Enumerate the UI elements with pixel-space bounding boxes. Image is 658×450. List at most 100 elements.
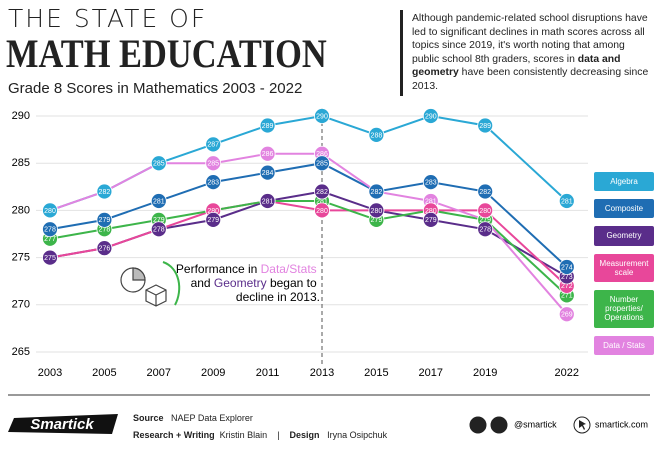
point (259, 117, 276, 134)
x-tick-label: 2011 (256, 367, 280, 379)
point-label: 283 (425, 179, 437, 186)
point (205, 174, 222, 190)
point-label: 281 (425, 198, 437, 205)
annotation-text: and (191, 276, 214, 290)
point-label: 287 (207, 142, 219, 149)
annotation: Performance in Data/Stats and Geometry b… (176, 262, 320, 304)
intro-text: Although pandemic-related school disrupt… (412, 13, 648, 65)
point (42, 249, 58, 266)
x-tick-label: 2017 (419, 367, 443, 379)
point-label: 280 (371, 208, 383, 215)
point-label: 274 (561, 264, 573, 271)
point-label: 286 (316, 151, 328, 158)
point (558, 193, 575, 209)
point-label: 279 (479, 217, 491, 224)
legend-item: Measurement scale (594, 253, 654, 282)
series-line (49, 199, 568, 297)
point (477, 117, 494, 134)
point-label: 277 (44, 236, 56, 243)
plot: 265 270 275 280 285 290 2003 2005 2007 2009 2011 20… (12, 108, 588, 379)
point (477, 183, 494, 200)
series-line (49, 152, 568, 315)
point (422, 211, 439, 228)
point-label: 285 (153, 161, 165, 168)
source: Source NAEP Data Explorer (133, 413, 253, 423)
point-label: 273 (561, 274, 573, 281)
point (422, 174, 439, 190)
point-label: 279 (153, 217, 165, 224)
series-line (49, 162, 568, 268)
point-label: 282 (316, 189, 328, 196)
point (96, 183, 113, 200)
point (42, 202, 58, 219)
point-label: 280 (207, 208, 219, 215)
intro: Although pandemic-related school disrupt… (412, 12, 654, 93)
point-label: 282 (479, 189, 491, 196)
point-label: 280 (479, 208, 491, 215)
point (477, 221, 494, 238)
point (150, 155, 167, 172)
x-tick-label: 2022 (555, 367, 579, 379)
y-tick-label: 270 (12, 299, 30, 311)
point-label: 278 (99, 227, 111, 234)
point (314, 108, 330, 124)
subtitle: Grade 8 Scores in Mathematics 2003 - 202… (8, 80, 303, 97)
point-label: 289 (479, 123, 491, 130)
legend-item: Geometry (594, 226, 654, 246)
annotation-text: began to (267, 276, 317, 290)
credits: Research + Writing Kristin Blain | Desig… (133, 430, 387, 440)
point-label: 276 (99, 245, 111, 252)
legend-item: Algebra (594, 172, 654, 192)
point-label: 290 (425, 113, 437, 120)
point (150, 221, 167, 238)
y-tick-label: 290 (12, 110, 30, 122)
point-label: 272 (561, 283, 573, 290)
point-label: 279 (99, 217, 111, 224)
x-tick-label: 2015 (364, 367, 388, 379)
point-label: 269 (561, 312, 573, 319)
point-label: 275 (44, 255, 56, 262)
legend: Algebra Composite Geometry Measurement scal… (594, 172, 654, 355)
design-label: Design (289, 430, 320, 440)
legend-item: Number properties/ Operations (594, 289, 654, 328)
intro-rule (400, 10, 403, 96)
x-tick-label: 2007 (147, 367, 171, 379)
point-label: 288 (371, 132, 383, 139)
source-text: NAEP Data Explorer (171, 413, 253, 423)
point-label: 281 (561, 198, 573, 205)
y-tick-label: 275 (12, 251, 30, 263)
research-label: Research + Writing (133, 430, 215, 440)
logo-text: Smartick (30, 416, 94, 433)
point-label: 285 (316, 161, 328, 168)
point-label: 282 (99, 189, 111, 196)
annotation-icon (120, 261, 181, 307)
intro-bold: data and geometry (412, 53, 621, 79)
handle: @smartick (514, 419, 557, 429)
annotation-text: Performance in (176, 262, 261, 276)
point (558, 259, 575, 275)
website: smartick.com (595, 419, 648, 429)
title: MATH EDUCATION (6, 31, 327, 76)
point (368, 127, 385, 143)
annotation-text: decline in 2013. (236, 290, 320, 304)
point (368, 202, 385, 219)
x-tick-label: 2019 (473, 367, 497, 379)
point-label: 279 (207, 217, 219, 224)
point (205, 155, 222, 172)
point-label: 278 (153, 227, 165, 234)
point-label: 280 (44, 208, 56, 215)
point-label: 285 (207, 161, 219, 168)
point-label: 281 (153, 198, 165, 205)
point-label: 280 (316, 208, 328, 215)
point (42, 221, 58, 238)
point (96, 211, 113, 228)
intro-text: have been consistently decreasing since … (412, 67, 649, 92)
point-label: 286 (262, 151, 274, 158)
y-tick-label: 265 (12, 346, 30, 358)
annotation-text: Geometry (214, 276, 267, 290)
point (314, 183, 330, 200)
x-tick-label: 2003 (38, 367, 62, 379)
point (205, 211, 222, 228)
y-tick-label: 285 (12, 157, 30, 169)
